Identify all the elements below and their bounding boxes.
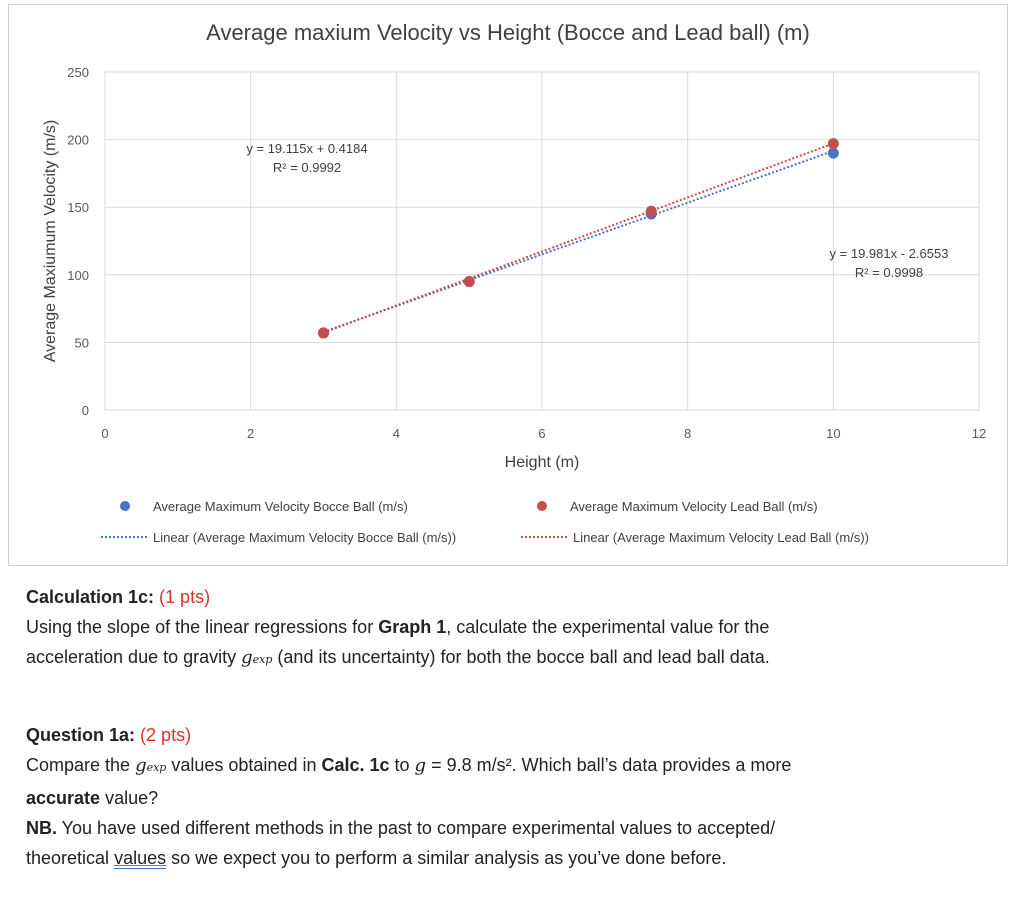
- data-point-1: [318, 327, 329, 339]
- x-tick-label: 12: [972, 426, 986, 441]
- nb-label: NB.: [26, 818, 57, 838]
- calc-1c-text: acceleration due to gravity: [26, 647, 242, 667]
- g-symbol: g: [414, 755, 427, 776]
- calc-1c-text: (and its uncertainty) for both the bocce…: [272, 647, 770, 667]
- x-tick-label: 8: [684, 426, 691, 441]
- calc-1c-text: , calculate the experimental value for t…: [446, 617, 770, 637]
- chart-title: Average maxium Velocity vs Height (Bocce…: [206, 20, 810, 45]
- question-text: values obtained in: [166, 755, 322, 775]
- g-symbol: g: [241, 647, 253, 668]
- data-point-0: [827, 147, 839, 159]
- legend-label: Average Maximum Velocity Bocce Ball (m/s…: [153, 499, 408, 514]
- data-point-1: [463, 276, 475, 288]
- legend-marker: [537, 501, 547, 511]
- y-tick-label: 200: [67, 133, 89, 148]
- calc-1c-block: Calculation 1c: (1 pts) Using the slope …: [26, 582, 770, 675]
- y-tick-label: 50: [75, 335, 89, 350]
- nb-text: so we expect you to perform a similar an…: [166, 848, 727, 868]
- g-symbol: g: [135, 755, 147, 776]
- question-text: value?: [100, 788, 159, 808]
- calc-1c-points: (1 pts): [159, 587, 211, 607]
- chart-svg: 0 50 100 150 200 250 0 2 4 6 8 10 12 Average maxium V…: [42, 20, 986, 545]
- question-1a-block: Question 1a: (2 pts) Compare the gexp va…: [26, 720, 791, 873]
- x-tick-label: 4: [393, 426, 400, 441]
- trendline-equation: y = 19.115x + 0.4184: [246, 141, 367, 156]
- x-tick-label: 2: [247, 426, 254, 441]
- data-point-1: [827, 138, 839, 150]
- trendline-equation: y = 19.981x - 2.6553: [830, 246, 949, 261]
- legend-label: Linear (Average Maximum Velocity Lead Ba…: [573, 530, 869, 545]
- x-tick-label: 0: [101, 426, 108, 441]
- exp-subscript: exp: [146, 761, 167, 774]
- calc-1c-text: Using the slope of the linear regression…: [26, 617, 379, 637]
- x-tick-label: 10: [826, 426, 840, 441]
- y-axis-label: Average Maxiumum Velocity (m/s): [42, 120, 59, 362]
- underlined-word: values: [114, 848, 167, 868]
- calc-reference: Calc. 1c: [321, 755, 390, 775]
- nb-text: You have used different methods in the p…: [57, 818, 776, 838]
- question-text: = 9.8 m/s². Which ball’s data provides a…: [426, 755, 792, 775]
- legend-label: Average Maximum Velocity Lead Ball (m/s): [570, 499, 818, 514]
- chart-frame: 0 50 100 150 200 250 0 2 4 6 8 10 12 Average maxium V…: [8, 4, 1008, 566]
- question-1a-points: (2 pts): [140, 725, 192, 745]
- nb-text: theoretical: [26, 848, 115, 868]
- legend-label: Linear (Average Maximum Velocity Bocce B…: [153, 530, 456, 545]
- accurate-emphasis: accurate: [26, 788, 101, 808]
- x-axis-label: Height (m): [505, 454, 580, 471]
- trendline-r2: R² = 0.9992: [273, 160, 341, 175]
- graph-reference: Graph 1: [378, 617, 447, 637]
- question-text: to: [389, 755, 415, 775]
- question-text: Compare the: [26, 755, 136, 775]
- exp-subscript: exp: [252, 653, 273, 666]
- legend-marker: [120, 501, 130, 511]
- y-tick-label: 100: [67, 268, 89, 283]
- y-tick-label: 250: [67, 65, 89, 80]
- y-tick-label: 150: [67, 200, 89, 215]
- question-1a-heading: Question 1a:: [26, 725, 136, 745]
- x-tick-label: 6: [538, 426, 545, 441]
- trendline-r2: R² = 0.9998: [855, 265, 923, 280]
- data-point-1: [645, 205, 657, 217]
- y-tick-label: 0: [82, 403, 89, 418]
- trendline-1: [323, 142, 834, 334]
- calc-1c-heading: Calculation 1c:: [26, 587, 155, 607]
